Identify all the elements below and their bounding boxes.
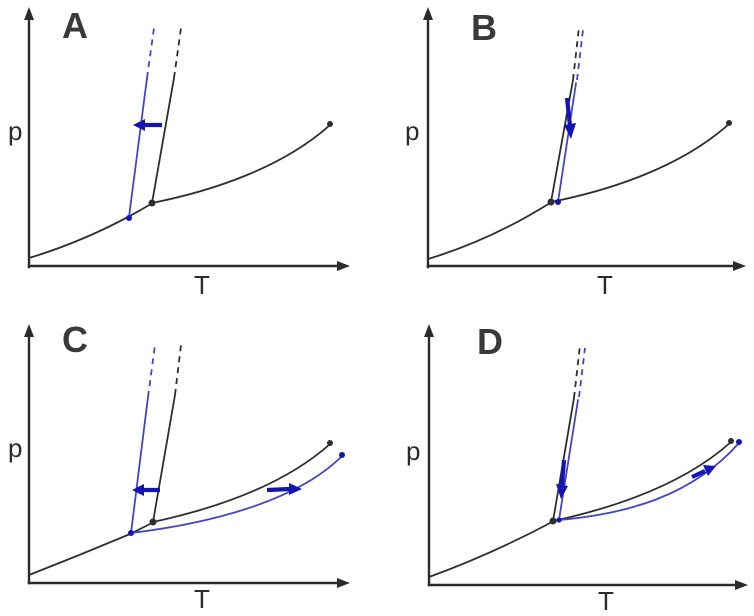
- panel-a-plot: A p T: [8, 5, 350, 300]
- vaporization-curve: [151, 124, 331, 204]
- vaporization-curve: [152, 443, 331, 523]
- triple-point: [149, 518, 157, 526]
- y-axis-arrow-icon: [423, 7, 433, 20]
- melting-line-shifted-extension: [147, 344, 156, 398]
- melting-line: [550, 79, 574, 203]
- x-axis-label: T: [597, 270, 613, 300]
- melting-line-shifted: [557, 82, 577, 203]
- melting-line-shifted-extension: [578, 347, 586, 398]
- critical-point-shifted: [736, 439, 742, 445]
- sublimation-curve: [28, 203, 152, 259]
- melting-line: [552, 397, 575, 522]
- shift-arrow-right-head-icon: [289, 483, 302, 495]
- panel-b: B p T: [377, 0, 754, 300]
- triple-point-shifted: [555, 199, 561, 205]
- x-axis-arrow-icon: [733, 261, 746, 271]
- x-axis-arrow-icon: [735, 580, 748, 590]
- y-axis-label: p: [8, 116, 22, 146]
- panel-b-plot: B p T: [405, 7, 746, 300]
- triple-point-shifted: [128, 530, 134, 536]
- vaporization-curve-shifted: [558, 442, 740, 521]
- triple-point-shifted: [556, 517, 562, 523]
- panel-d: D p T: [377, 300, 754, 616]
- critical-point: [728, 438, 734, 444]
- panel-label: A: [62, 5, 88, 46]
- triple-point-shifted: [126, 215, 132, 221]
- vaporization-curve: [550, 123, 730, 203]
- melting-line-shifted: [130, 396, 149, 534]
- y-axis-arrow-icon: [424, 324, 434, 337]
- shift-arrow-down-icon: [559, 459, 567, 486]
- panel-c-plot: C p T: [8, 319, 350, 614]
- melting-line: [152, 394, 176, 523]
- x-axis-arrow-icon: [337, 261, 350, 271]
- melting-line: [151, 77, 175, 204]
- x-axis-label: T: [194, 270, 210, 300]
- panel-label: C: [62, 319, 88, 360]
- critical-point: [726, 120, 732, 126]
- y-axis-label: p: [8, 433, 22, 463]
- shift-arrow-down-icon: [564, 97, 573, 127]
- y-axis-label: p: [405, 116, 419, 146]
- melting-line-shifted: [128, 77, 148, 218]
- melting-line-shifted: [558, 399, 579, 521]
- shift-arrow-right-icon: [266, 486, 291, 493]
- sublimation-curve: [28, 522, 153, 576]
- y-axis-arrow-icon: [24, 324, 34, 337]
- y-axis-label: p: [406, 436, 420, 466]
- melting-line-shifted-extension: [576, 29, 584, 81]
- sublimation-curve: [427, 202, 551, 260]
- panel-label: D: [477, 321, 503, 362]
- melting-line-extension: [173, 27, 182, 79]
- shift-arrow-left-head-icon: [132, 484, 144, 496]
- critical-point: [327, 440, 333, 446]
- x-axis-arrow-icon: [337, 578, 350, 588]
- triple-point: [549, 517, 557, 525]
- vaporization-curve: [552, 441, 732, 522]
- panel-a: A p T: [0, 0, 377, 300]
- x-axis-label: T: [598, 586, 614, 616]
- triple-point: [148, 199, 156, 207]
- critical-point-shifted: [339, 452, 345, 458]
- x-axis-label: T: [194, 584, 210, 614]
- melting-line-shifted-extension: [146, 27, 155, 79]
- sublimation-curve: [428, 521, 553, 578]
- panel-d-plot: D p T: [406, 321, 748, 616]
- melting-line-extension: [174, 344, 182, 396]
- critical-point: [327, 121, 333, 127]
- shift-arrow-down-head-icon: [556, 484, 568, 499]
- vaporization-curve-shifted: [130, 455, 343, 534]
- panel-label: B: [471, 7, 497, 48]
- shift-arrow-along-curve-icon: [691, 469, 706, 479]
- y-axis-arrow-icon: [24, 7, 34, 20]
- melting-line-extension: [572, 26, 580, 81]
- shift-arrow-left-head-icon: [133, 119, 145, 131]
- shift-arrow-down-head-icon: [564, 123, 576, 139]
- panel-c: C p T: [0, 300, 377, 616]
- shift-arrow-along-curve-head-icon: [703, 465, 716, 476]
- melting-line-extension: [573, 344, 581, 399]
- triple-point: [547, 198, 555, 206]
